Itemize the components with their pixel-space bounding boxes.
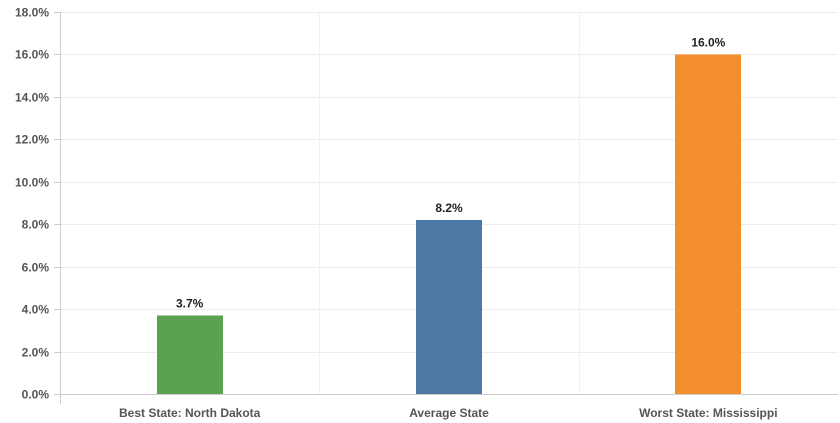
bar-value-label: 3.7% [176, 296, 204, 310]
y-tick-label: 0.0% [22, 388, 50, 402]
x-category-label: Average State [409, 406, 489, 420]
bars [157, 54, 741, 394]
grid [60, 12, 838, 394]
data-labels: 3.7% 8.2% 16.0% [176, 35, 726, 310]
y-tick-label: 8.0% [22, 218, 50, 232]
x-category-label: Worst State: Mississippi [639, 406, 777, 420]
y-tick-label: 2.0% [22, 346, 50, 360]
bar-1 [157, 315, 223, 394]
bar-value-label: 16.0% [691, 35, 725, 49]
y-tick-label: 6.0% [22, 261, 50, 275]
y-axis: 0.0% 2.0% 4.0% 6.0% 8.0% 10.0% 12.0% 14.0% 16.0%… [15, 6, 61, 404]
y-tick-label: 10.0% [15, 176, 49, 190]
y-tick-label: 4.0% [22, 303, 50, 317]
bar-2 [416, 219, 482, 394]
x-axis: Best State: North Dakota Average State Wor… [60, 394, 838, 420]
bar-value-label: 8.2% [435, 201, 463, 215]
bar-3 [675, 54, 741, 394]
x-category-label: Best State: North Dakota [119, 406, 261, 420]
y-tick-label: 14.0% [15, 91, 49, 105]
y-tick-label: 16.0% [15, 48, 49, 62]
y-tick-label: 12.0% [15, 133, 49, 147]
y-tick-label: 18.0% [15, 6, 49, 20]
